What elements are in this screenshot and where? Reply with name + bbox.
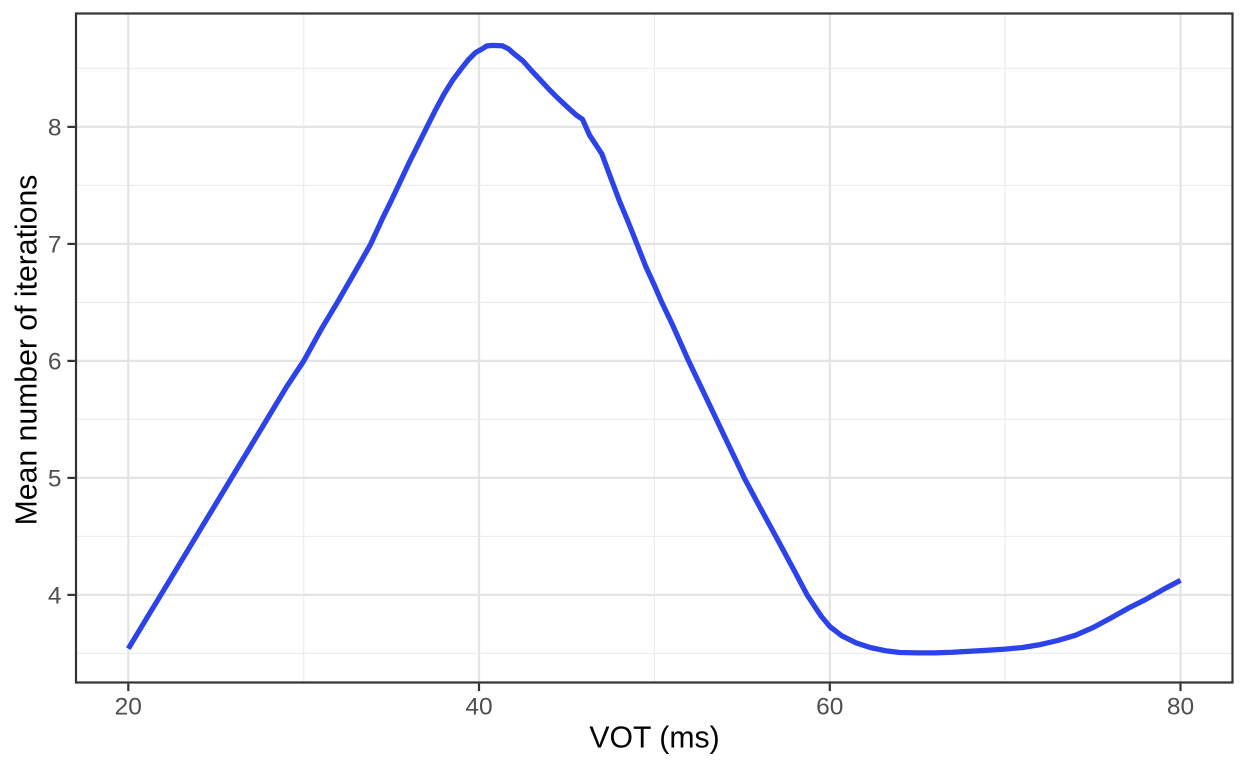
svg-text:7: 7 — [48, 232, 62, 259]
svg-text:60: 60 — [816, 694, 843, 721]
svg-text:VOT (ms): VOT (ms) — [589, 721, 719, 754]
svg-text:4: 4 — [48, 583, 62, 610]
svg-text:20: 20 — [115, 694, 142, 721]
svg-text:6: 6 — [48, 349, 62, 376]
svg-text:80: 80 — [1167, 694, 1194, 721]
svg-text:8: 8 — [48, 115, 62, 142]
svg-text:40: 40 — [465, 694, 492, 721]
svg-text:5: 5 — [48, 466, 62, 493]
svg-text:Mean number of iterations: Mean number of iterations — [11, 175, 44, 526]
